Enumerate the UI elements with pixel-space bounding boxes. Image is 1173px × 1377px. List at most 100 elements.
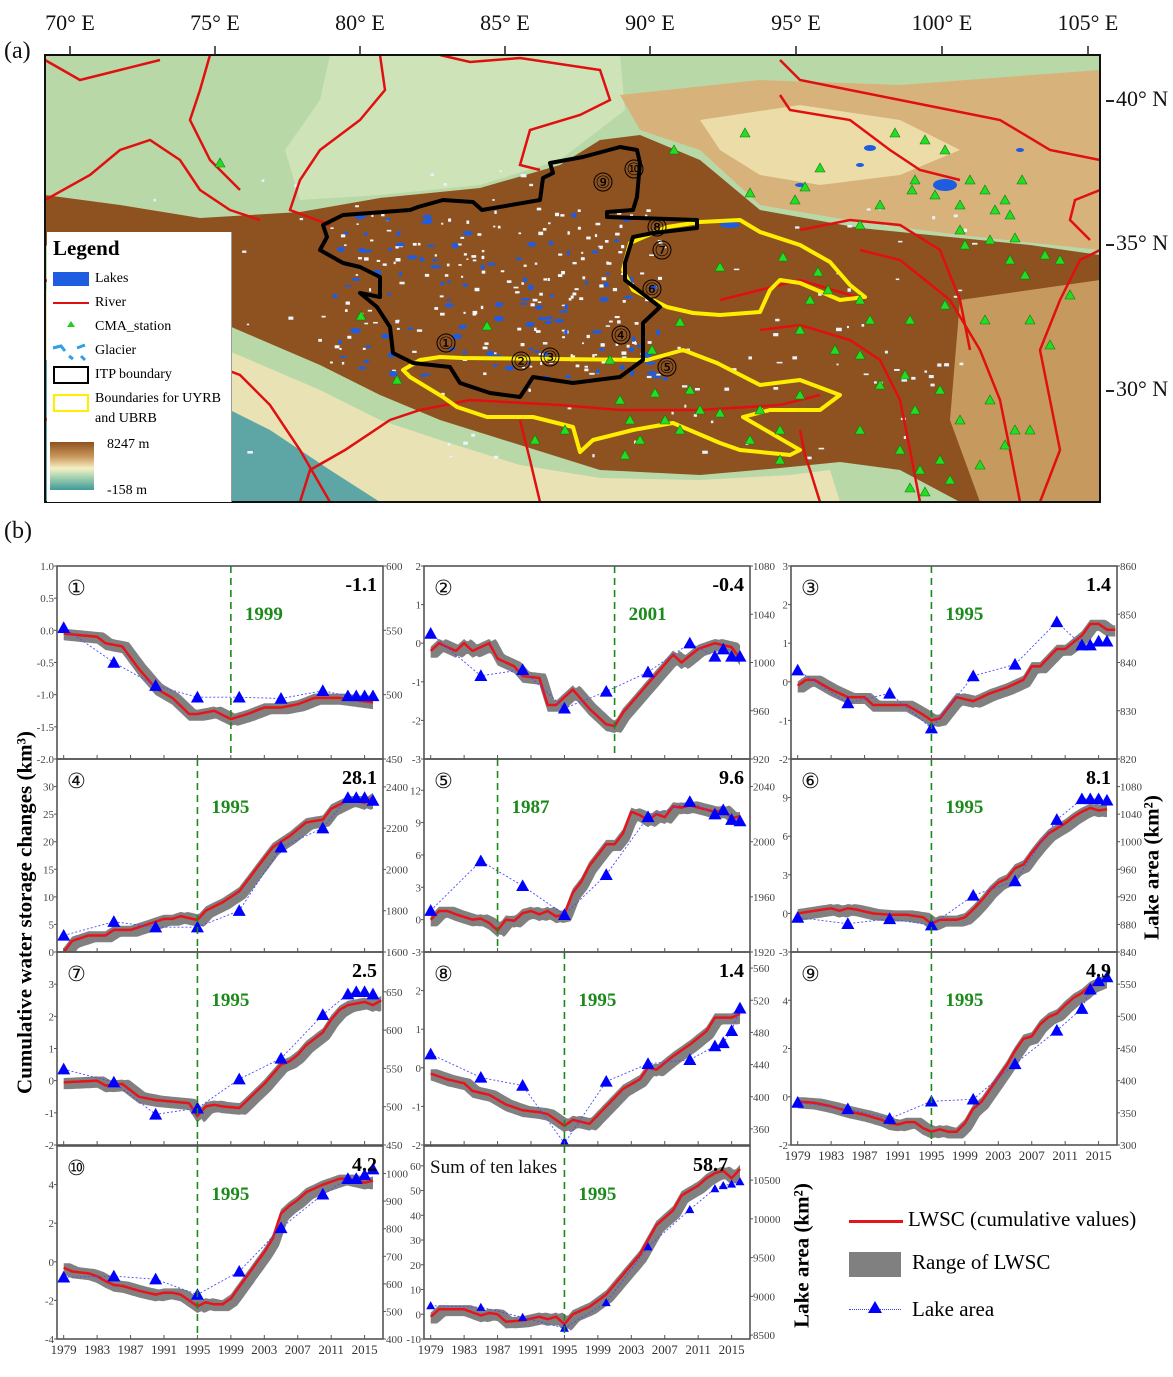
- lake: [396, 231, 401, 237]
- y-tick-label: 0: [416, 1063, 422, 1075]
- glacier-patch: [731, 368, 737, 371]
- glacier-patch: [532, 298, 538, 302]
- glacier-patch: [367, 309, 373, 312]
- glacier-patch: [340, 234, 346, 238]
- lake-area-point: [791, 663, 805, 676]
- cma-station-icon: [989, 204, 1001, 215]
- glacier-patch: [382, 263, 387, 266]
- lake-area-point: [1050, 813, 1064, 825]
- y-tick-label: 3: [416, 882, 422, 894]
- y2-tick-label: 1800: [386, 906, 409, 918]
- glacier-patch: [773, 386, 779, 390]
- lake-area-point: [643, 1242, 653, 1251]
- y-tick-label: 2: [49, 1218, 55, 1230]
- y-tick-label: -2: [412, 715, 421, 727]
- cma-station-icon: [481, 320, 493, 331]
- glacier-patch: [595, 222, 601, 226]
- y-tick-label: 40: [410, 1210, 422, 1222]
- lake-area-point: [149, 920, 163, 933]
- cma-station-icon: [854, 424, 866, 435]
- cma-station-icon: [909, 174, 921, 185]
- glacier-patch: [535, 330, 541, 333]
- cma-station-icon: [674, 316, 686, 327]
- lake-area-point: [474, 854, 488, 867]
- glacier-patch: [930, 383, 935, 387]
- x-tick-label: 2015: [1086, 1148, 1112, 1163]
- glacier-patch: [520, 343, 525, 347]
- y-tick-label: -1: [45, 1108, 54, 1120]
- lake-area-line: [430, 633, 740, 709]
- cma-station-icon: [355, 310, 367, 321]
- cma-station-icon: [694, 404, 706, 415]
- legend-itp: ITP boundary: [95, 367, 172, 382]
- y-tick-label: 3: [783, 561, 789, 573]
- y2-tick-label: 2200: [386, 823, 409, 835]
- lake-marker-ring: [511, 351, 531, 371]
- total-change-value: 9.6: [719, 767, 744, 789]
- glacier-patch: [592, 354, 595, 358]
- glacier-patch: [356, 223, 359, 225]
- lake: [629, 370, 635, 376]
- cma-station-icon: [979, 184, 991, 195]
- x-tick-label: 1983: [451, 1342, 477, 1357]
- x-tick-label: 1991: [885, 1148, 911, 1163]
- river: [1068, 188, 1100, 241]
- cma-station-icon: [979, 314, 991, 325]
- cma-station-icon: [899, 369, 911, 380]
- y2-tick-label: 10000: [753, 1214, 781, 1226]
- glacier-patch: [499, 170, 502, 172]
- cma-station-icon: [684, 384, 696, 395]
- cma-station-icon: [777, 251, 789, 262]
- lake-area-point: [358, 791, 372, 804]
- lake-area-point: [366, 689, 380, 702]
- glacier-patch: [542, 342, 548, 345]
- lwsc-range-band: [430, 1009, 740, 1133]
- cma-station-icon: [874, 379, 886, 390]
- glacier-patch: [540, 361, 543, 366]
- glacier-patch: [500, 270, 505, 273]
- lake-area-line: [430, 801, 741, 916]
- lake: [339, 355, 347, 359]
- legend-basins-2: and UBRB: [95, 411, 157, 426]
- lake-area-point: [1050, 615, 1064, 628]
- glacier-patch: [560, 214, 565, 217]
- lwsc-line: [62, 796, 374, 952]
- map-frame: [44, 54, 1101, 503]
- y2-tick-label: 2000: [753, 837, 776, 849]
- lake-area-point: [274, 840, 288, 853]
- cma-station-icon: [999, 194, 1011, 205]
- y2-tick-label: 440: [753, 1060, 770, 1072]
- y-tick-label: 5: [49, 919, 55, 931]
- legend-range: Range of LWSC: [912, 1250, 1051, 1274]
- tarim-basin: [285, 55, 625, 200]
- x-tick-label: 1999: [952, 1148, 978, 1163]
- lake-marker-6: ⑥: [644, 280, 659, 300]
- lake-marker-3: ③: [542, 348, 557, 368]
- river: [45, 138, 261, 222]
- lake-area-point: [966, 1092, 980, 1105]
- glacier-patch: [463, 441, 468, 445]
- x-tick-label: 2003: [251, 1342, 277, 1357]
- lake-area-point: [107, 656, 121, 668]
- y-tick-label: 2: [783, 1044, 789, 1056]
- total-change-value: 4.9: [1086, 960, 1111, 982]
- lake-area-point: [1092, 974, 1106, 987]
- y-tick-label: 0: [49, 1257, 55, 1269]
- cma-station-icon: [391, 374, 403, 385]
- glacier-patch: [894, 368, 900, 371]
- glacier-patch: [629, 214, 634, 217]
- lake-area-point: [841, 696, 855, 709]
- lake-area-point: [1083, 792, 1097, 805]
- glacier-patch: [523, 264, 527, 267]
- glacier-patch: [330, 361, 333, 364]
- y2-tick-label: 9500: [753, 1253, 776, 1265]
- cma-station-icon: [1044, 339, 1056, 350]
- lake-area-point: [601, 1298, 611, 1307]
- x-tick-label: 1979: [418, 1342, 444, 1357]
- lake-area-point: [190, 1101, 204, 1114]
- glacier-patch: [671, 411, 674, 415]
- glacier-patch: [399, 281, 405, 285]
- y2-tick-label: 550: [386, 625, 403, 637]
- x-tick-label: 2015: [719, 1342, 745, 1357]
- y2-tick-label: 1040: [753, 609, 776, 621]
